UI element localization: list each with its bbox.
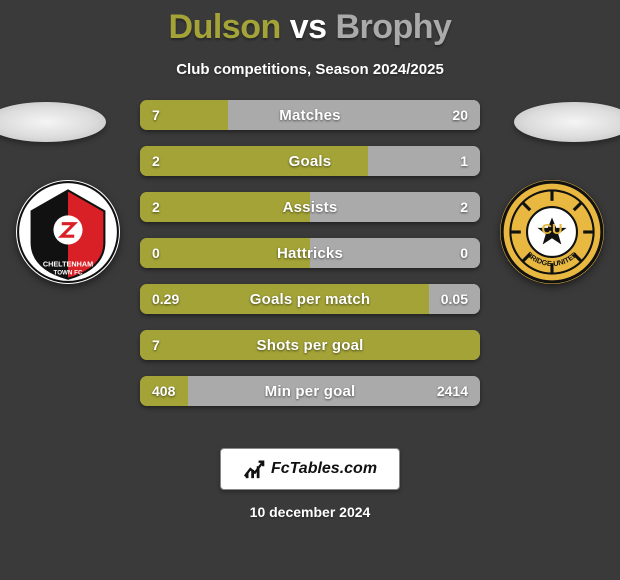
stat-name: Hattricks (140, 238, 480, 268)
brand-badge[interactable]: FcTables.com (220, 448, 400, 490)
stat-name: Goals per match (140, 284, 480, 314)
stat-bar: 22Assists (140, 192, 480, 222)
stat-bar: 0.290.05Goals per match (140, 284, 480, 314)
cambridge-crest-icon: CU BRIDGE UNITED (500, 180, 604, 284)
brand-text: FcTables.com (271, 460, 377, 478)
svg-text:CU: CU (541, 222, 562, 238)
date-line: 10 december 2024 (0, 504, 620, 520)
stat-bar: 00Hattricks (140, 238, 480, 268)
club-badge-right: CU BRIDGE UNITED (500, 180, 604, 284)
svg-text:CHELTENHAM: CHELTENHAM (43, 259, 93, 268)
stat-bar: 720Matches (140, 100, 480, 130)
subtitle: Club competitions, Season 2024/2025 (0, 61, 620, 78)
pedestal-top-left (0, 102, 106, 142)
pedestal-top-right (514, 102, 620, 142)
club-badge-left: CHELTENHAM TOWN FC (16, 180, 120, 284)
svg-text:TOWN FC: TOWN FC (54, 270, 83, 277)
stat-name: Assists (140, 192, 480, 222)
cheltenham-crest-icon: CHELTENHAM TOWN FC (16, 180, 120, 284)
stat-bar: 7Shots per goal (140, 330, 480, 360)
stat-name: Matches (140, 100, 480, 130)
vs-separator: vs (290, 8, 327, 46)
comparison-title: Dulson vs Brophy (0, 0, 620, 47)
stat-bars: 720Matches 21Goals 22Assists 00Hattricks 0.2… (140, 100, 480, 422)
stat-bar: 21Goals (140, 146, 480, 176)
stat-name: Goals (140, 146, 480, 176)
comparison-stage: CHELTENHAM TOWN FC CU BRIDGE UNITED (0, 100, 620, 430)
stat-bar: 4082414Min per goal (140, 376, 480, 406)
player-left-name: Dulson (169, 8, 281, 46)
player-right-name: Brophy (335, 8, 451, 46)
chart-up-icon (243, 458, 265, 480)
stat-name: Shots per goal (140, 330, 480, 360)
stat-name: Min per goal (140, 376, 480, 406)
